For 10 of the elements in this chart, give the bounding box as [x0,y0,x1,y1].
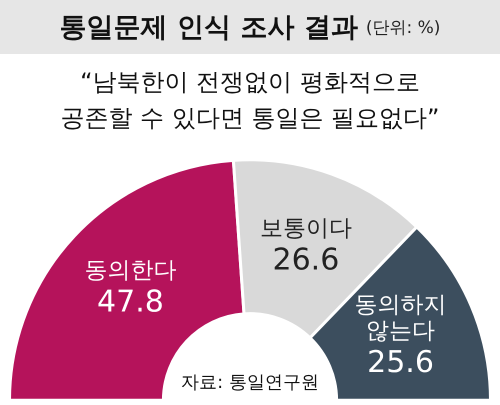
slice-label: 동의하지 않는다 [354,292,446,344]
slice-label: 동의한다 [84,258,176,284]
data-label: 25.6 [367,345,434,380]
chart-subtitle: “남북한이 전쟁없이 평화적으로 공존할 수 있다면 통일은 필요없다” [60,67,440,134]
data-label: 47.8 [97,284,164,320]
slice-label: 보통이다 [260,216,352,242]
data-label: 26.6 [272,242,340,278]
text: (단위: %) [366,16,440,38]
text: 자료: 통일연구원 [180,371,320,394]
chart-title: 통일문제 인식 조사 결과 [60,11,358,45]
